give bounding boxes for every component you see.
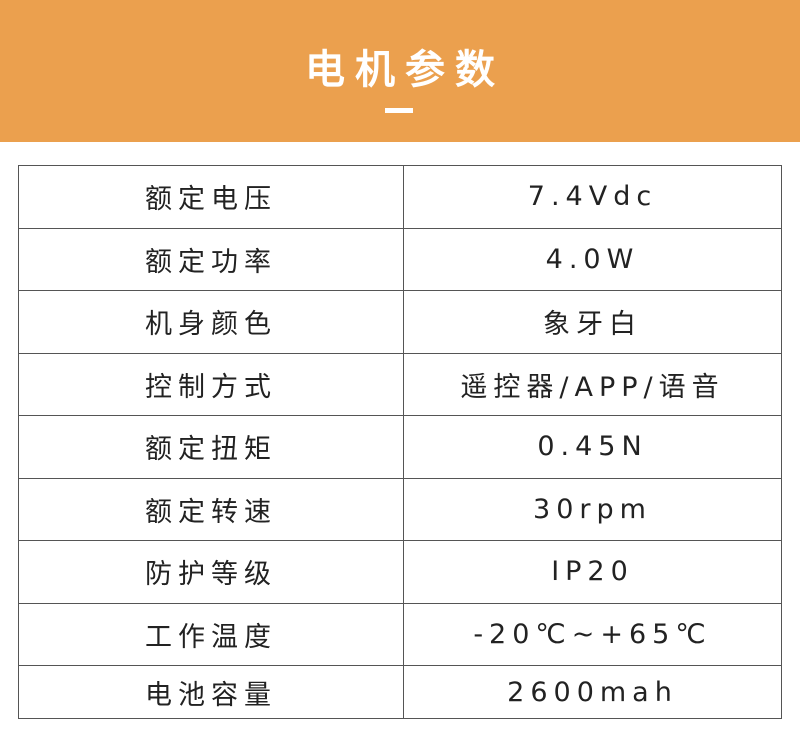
spec-label: 额定转速 (18, 477, 404, 541)
spec-value: -20℃~+65℃ (403, 602, 782, 666)
spec-label: 额定功率 (18, 227, 404, 291)
table-row: 电池容量 2600mah (18, 665, 782, 719)
spec-value: 象牙白 (403, 290, 782, 354)
table-row: 额定电压 7.4Vdc (18, 165, 782, 229)
spec-label: 机身颜色 (18, 290, 404, 354)
spec-value: IP20 (403, 540, 782, 604)
table-row: 控制方式 遥控器/APP/语音 (18, 352, 782, 416)
spec-value: 30rpm (403, 477, 782, 541)
table-row: 防护等级 IP20 (18, 540, 782, 604)
table-row: 额定转速 30rpm (18, 477, 782, 541)
spec-value: 7.4Vdc (403, 165, 782, 229)
spec-label: 控制方式 (18, 352, 404, 416)
header-banner: 电机参数 (0, 0, 800, 142)
page-title: 电机参数 (305, 47, 505, 93)
table-row: 额定功率 4.0W (18, 227, 782, 291)
spec-label: 额定扭矩 (18, 415, 404, 479)
spec-value: 遥控器/APP/语音 (403, 352, 782, 416)
spec-label: 额定电压 (18, 165, 404, 229)
spec-label: 工作温度 (18, 602, 404, 666)
table-row: 额定扭矩 0.45N (18, 415, 782, 479)
title-underline (385, 108, 413, 113)
spec-value: 2600mah (403, 665, 782, 719)
table-row: 工作温度 -20℃~+65℃ (18, 602, 782, 666)
table-row: 机身颜色 象牙白 (18, 290, 782, 354)
spec-value: 4.0W (403, 227, 782, 291)
spec-value: 0.45N (403, 415, 782, 479)
spec-label: 防护等级 (18, 540, 404, 604)
spec-table: 额定电压 7.4Vdc 额定功率 4.0W 机身颜色 象牙白 控制方式 遥控器/APP/… (18, 165, 782, 719)
spec-label: 电池容量 (18, 665, 404, 719)
